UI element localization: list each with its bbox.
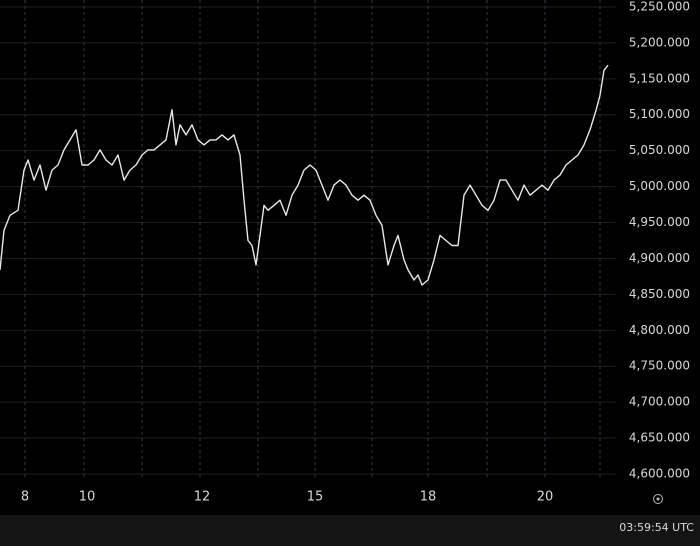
y-tick-label: 4,650.000 [629,431,690,445]
x-tick-label: 10 [79,490,96,505]
x-tick-label: 20 [537,490,554,505]
y-tick-label: 5,050.000 [629,143,690,157]
y-tick-label: 4,950.000 [629,215,690,229]
x-tick-label: 12 [194,490,211,505]
y-tick-label: 5,250.000 [629,0,690,13]
y-tick-label: 5,200.000 [629,35,690,49]
settings-icon[interactable] [653,494,663,504]
price-line [0,64,609,286]
y-tick-label: 4,850.000 [629,287,690,301]
y-tick-label: 4,750.000 [629,359,690,373]
y-tick-label: 4,900.000 [629,251,690,265]
y-tick-label: 5,000.000 [629,179,690,193]
settings-icon-dot [656,497,660,501]
time-label: 03:59:54 UTC [619,521,694,534]
y-tick-label: 4,600.000 [629,466,690,480]
x-tick-label: 8 [21,490,29,505]
x-tick-label: 15 [307,490,324,505]
y-tick-label: 4,800.000 [629,323,690,337]
y-tick-label: 5,150.000 [629,71,690,85]
y-tick-label: 4,700.000 [629,395,690,409]
footer-bar [0,515,700,546]
x-tick-label: 18 [420,490,437,505]
y-tick-label: 5,100.000 [629,107,690,121]
